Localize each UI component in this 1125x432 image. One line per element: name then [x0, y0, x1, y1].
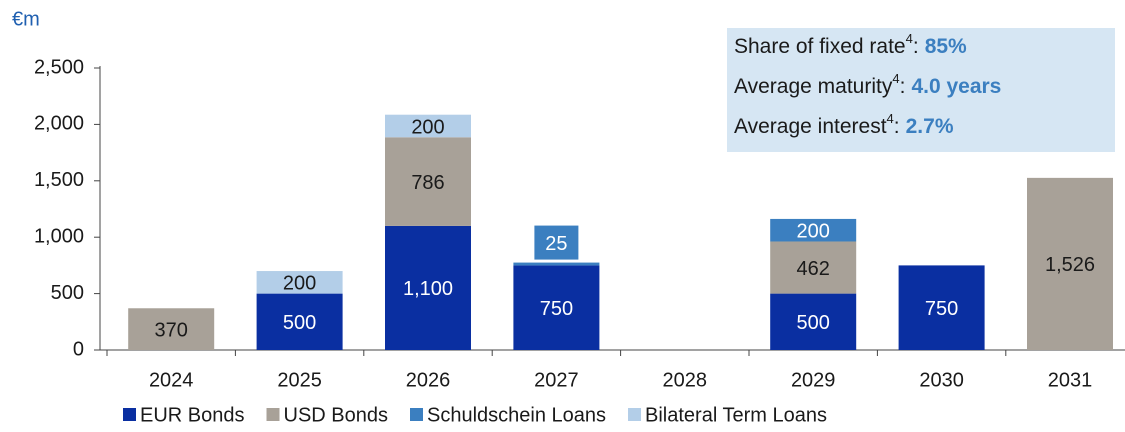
bar-segment	[770, 241, 857, 294]
info-text: Average interest4: 2.7%	[734, 111, 954, 138]
info-value: 85%	[925, 35, 967, 58]
info-value: 4.0 years	[911, 75, 1001, 98]
value-label: 500	[283, 312, 316, 334]
bar-segment	[1027, 177, 1113, 350]
value-label: 1,100	[403, 278, 453, 300]
y-tick-label: 1,000	[34, 225, 84, 247]
x-tick-label: 2031	[1048, 369, 1093, 391]
info-label: Average maturity	[734, 75, 893, 98]
y-tick-label: 2,000	[34, 113, 84, 135]
value-label: 1,526	[1045, 254, 1095, 276]
bar-segment	[770, 218, 857, 242]
legend-swatch	[410, 408, 423, 421]
y-tick-label: 500	[51, 282, 84, 304]
info-text: Share of fixed rate4: 85%	[734, 31, 967, 58]
x-tick-label: 2026	[406, 369, 451, 391]
x-tick-label: 2030	[919, 369, 964, 391]
y-tick-label: 2,500	[34, 56, 84, 78]
bar-segment	[128, 308, 215, 350]
bar-segment	[256, 271, 343, 294]
legend-label: Schuldschein Loans	[427, 404, 606, 426]
x-tick-label: 2029	[791, 369, 836, 391]
unit-label: €m	[12, 8, 40, 30]
info-separator: :	[894, 115, 900, 138]
info-value: 2.7%	[906, 115, 954, 138]
legend-swatch	[123, 408, 136, 421]
value-label: 370	[155, 319, 188, 341]
value-label: 500	[797, 312, 830, 334]
info-note: 4	[887, 111, 894, 126]
y-tick-label: 0	[73, 338, 84, 360]
x-tick-label: 2025	[277, 369, 322, 391]
bar-segment	[385, 225, 471, 350]
x-tick-label: 2028	[663, 369, 708, 391]
y-tick-label: 1,500	[34, 169, 84, 191]
info-text: Average maturity4: 4.0 years	[734, 71, 1001, 98]
legend-swatch	[628, 408, 642, 421]
info-label: Share of fixed rate	[734, 35, 906, 58]
info-separator: :	[913, 35, 919, 58]
info-note: 4	[906, 31, 913, 46]
bar-segment	[256, 293, 343, 350]
info-separator: :	[900, 75, 906, 98]
value-label: 200	[411, 116, 444, 138]
bar-segment	[898, 265, 985, 350]
bar-segment	[513, 265, 600, 350]
value-label: 25	[545, 233, 567, 255]
bar-segment	[385, 114, 471, 138]
info-box	[727, 28, 1115, 152]
x-tick-label: 2024	[149, 369, 194, 391]
value-label: 786	[411, 172, 444, 194]
bar-segment	[770, 293, 857, 350]
legend-label: USD Bonds	[284, 404, 389, 426]
value-label: 200	[283, 273, 316, 295]
value-label-box	[534, 225, 579, 260]
bar-segment	[385, 137, 471, 226]
legend-label: Bilateral Term Loans	[645, 404, 827, 426]
value-label: 750	[540, 298, 573, 320]
bar-segment	[513, 262, 600, 266]
value-label: 750	[925, 298, 958, 320]
info-note: 4	[892, 71, 899, 86]
info-label: Average interest	[734, 115, 887, 138]
value-label: 200	[797, 220, 830, 242]
x-tick-label: 2027	[534, 369, 579, 391]
legend-swatch	[266, 408, 280, 421]
value-label: 462	[797, 258, 830, 280]
legend-label: EUR Bonds	[140, 404, 245, 426]
